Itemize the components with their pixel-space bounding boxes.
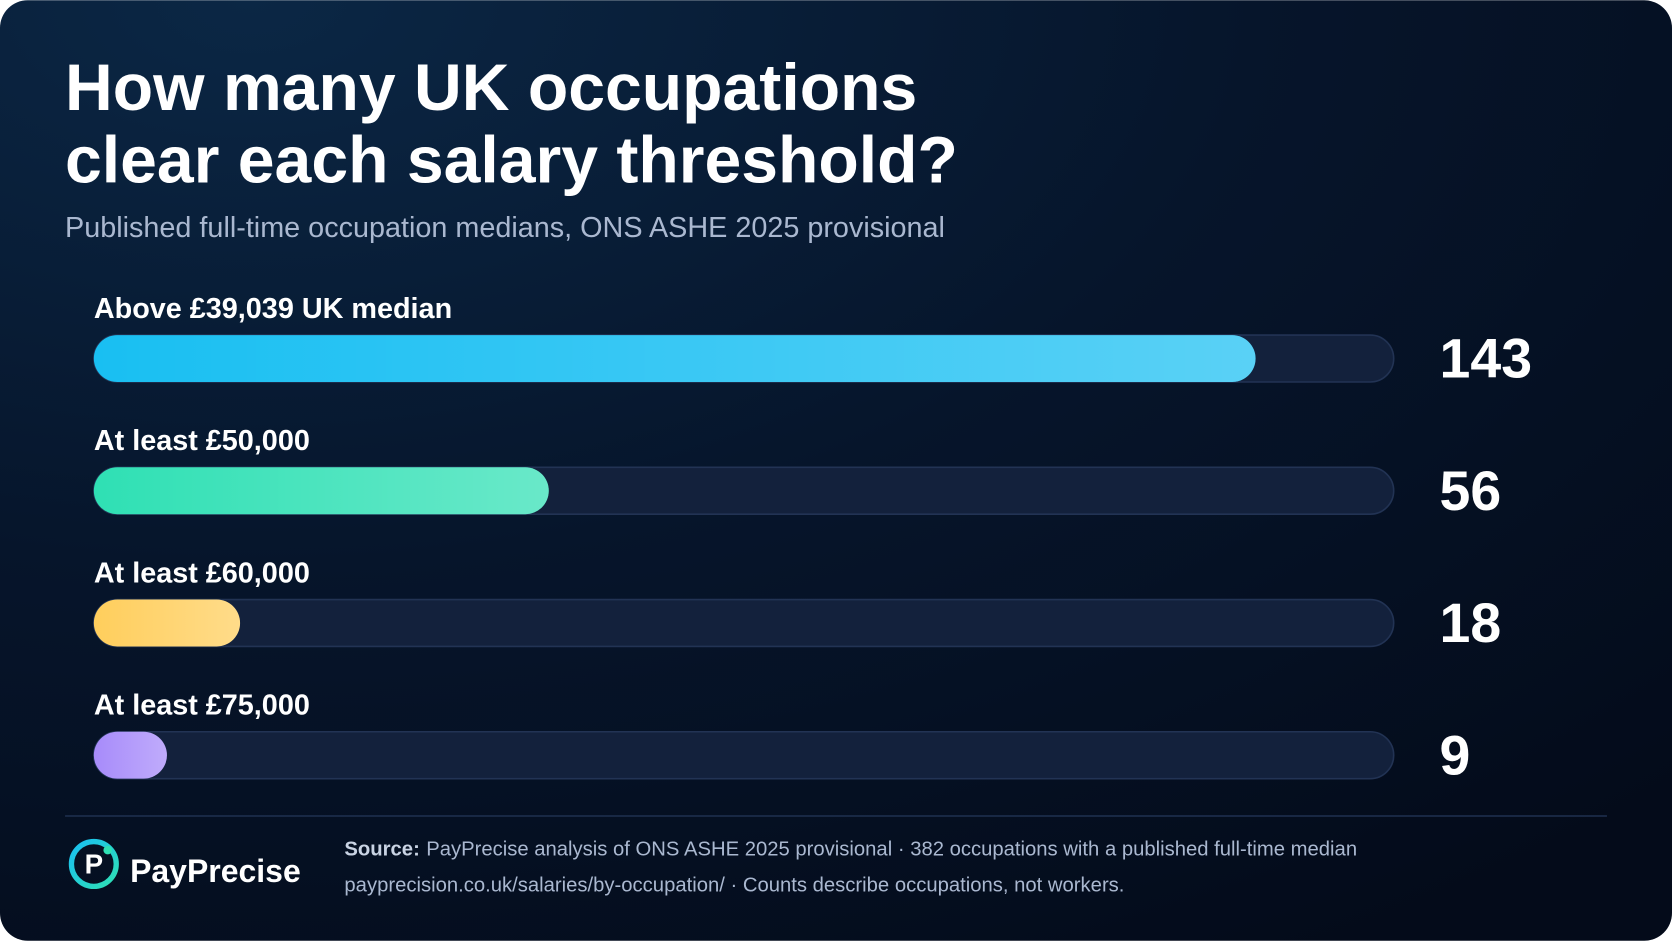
bar-shine [93,335,1256,382]
logo-dot [103,845,112,855]
bar-shine [93,731,167,779]
value-label: 143 [1440,328,1533,390]
bar-track [93,730,1395,780]
logo-letter: P [85,849,104,880]
bar-shine [93,467,549,515]
bar-shine [93,599,241,647]
chart-title: How many UK occupations [65,51,917,125]
bar-track [93,598,1395,648]
category-label: At least £60,000 [94,557,310,589]
category-label: Above £39,039 UK median [94,293,452,325]
value-label: 56 [1440,460,1502,522]
source-label: Source: [344,838,419,860]
category-label: At least £50,000 [94,425,310,457]
brand: PayPrecise [130,853,301,889]
chart-title: clear each salary threshold? [65,124,958,198]
value-label: 9 [1440,724,1471,786]
source-text: PayPrecise analysis of ONS ASHE 2025 pro… [426,838,1357,860]
category-label: At least £75,000 [94,690,310,722]
chart-subtitle: Published full-time occupation medians, … [65,212,945,244]
value-label: 18 [1440,592,1502,654]
source-note: payprecision.co.uk/salaries/by-occupatio… [344,875,1124,897]
logo-ring [68,838,119,890]
